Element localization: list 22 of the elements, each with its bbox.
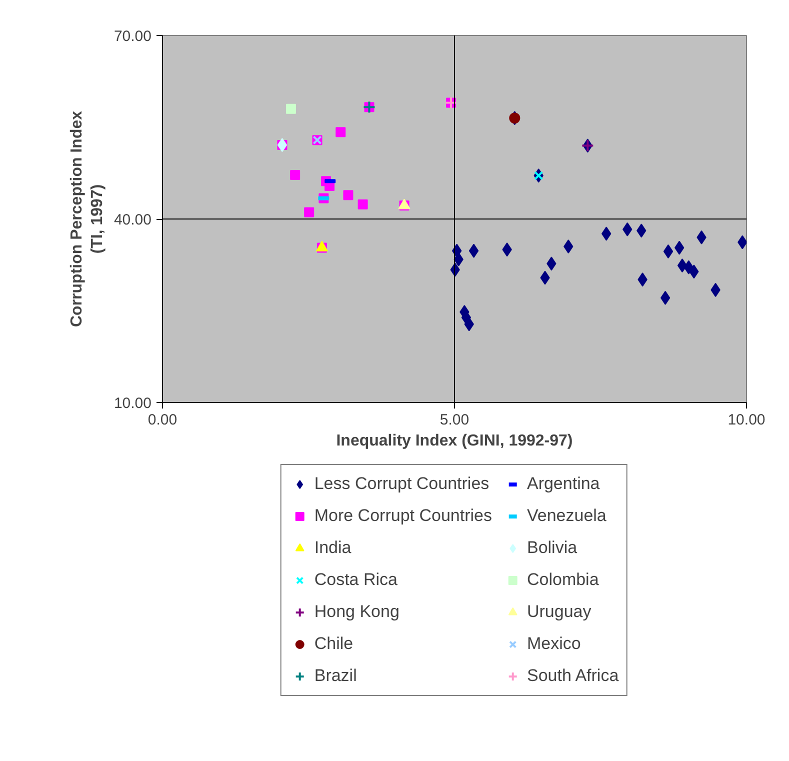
legend-label: Uruguay xyxy=(526,601,592,623)
legend-label: Less Corrupt Countries xyxy=(314,473,490,495)
legend-label: Hong Kong xyxy=(314,601,400,623)
legend-label: Chile xyxy=(314,633,354,655)
y-axis-title: Corruption Perception Index (TI, 1997) xyxy=(68,110,106,328)
y-tick-label: 40.00 xyxy=(114,212,152,228)
y-tick-label: 70.00 xyxy=(114,28,152,45)
x-tick-label: 0.00 xyxy=(148,412,178,428)
legend-label: Bolivia xyxy=(526,537,578,559)
legend-label: Brazil xyxy=(314,665,357,687)
legend-label: Colombia xyxy=(526,569,599,591)
legend-label: Mexico xyxy=(526,633,581,655)
legend-label: Venezuela xyxy=(526,505,606,527)
legend-label: Argentina xyxy=(526,473,600,495)
x-tick-label: 5.00 xyxy=(440,412,470,428)
x-tick-label: 10.00 xyxy=(728,412,766,428)
legend-label: More Corrupt Countries xyxy=(314,505,492,527)
legend-label: India xyxy=(314,537,352,559)
x-axis-title: Inequality Index (GINI, 1992-97) xyxy=(336,432,573,450)
y-tick-label: 10.00 xyxy=(114,395,152,412)
legend-label: Costa Rica xyxy=(314,569,398,591)
legend-label: South Africa xyxy=(526,665,619,687)
